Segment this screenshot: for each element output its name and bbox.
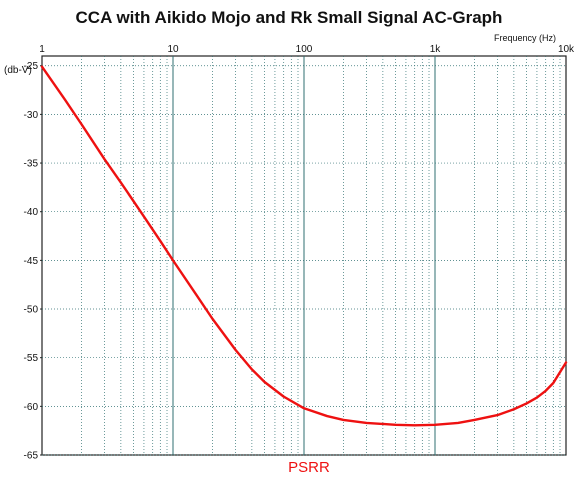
x-tick-labels: 1 10 100 1k 10k xyxy=(39,44,575,55)
legend-psrr: PSRR xyxy=(288,459,330,476)
y-tick-label: -40 xyxy=(24,207,39,218)
x-tick-label: 1 xyxy=(39,44,45,55)
y-tick-label: -35 xyxy=(24,159,39,170)
x-tick-label: 1k xyxy=(430,44,442,55)
x-tick-label: 100 xyxy=(296,44,313,55)
series-line-psrr xyxy=(40,65,568,427)
x-tick-label: 10 xyxy=(167,44,179,55)
y-tick-label: -30 xyxy=(24,110,39,121)
y-tick-label: -55 xyxy=(24,353,39,364)
y-tick-label: -60 xyxy=(24,402,39,413)
grid-lines xyxy=(42,56,566,456)
x-tick-label: 10k xyxy=(558,44,575,55)
chart-title: CCA with Aikido Mojo and Rk Small Signal… xyxy=(76,8,503,27)
y-tick-labels: -25 -30 -35 -40 -45 -50 -55 -60 -65 xyxy=(24,61,42,462)
y-tick-label: -50 xyxy=(24,305,39,316)
y-tick-label: -45 xyxy=(24,256,39,267)
y-tick-label: -65 xyxy=(24,451,39,462)
y-axis-label: (db-V) xyxy=(4,65,32,76)
x-axis-label: Frequency (Hz) xyxy=(494,33,556,43)
series-lines xyxy=(40,65,568,427)
y-tick-label: -25 xyxy=(24,61,39,72)
